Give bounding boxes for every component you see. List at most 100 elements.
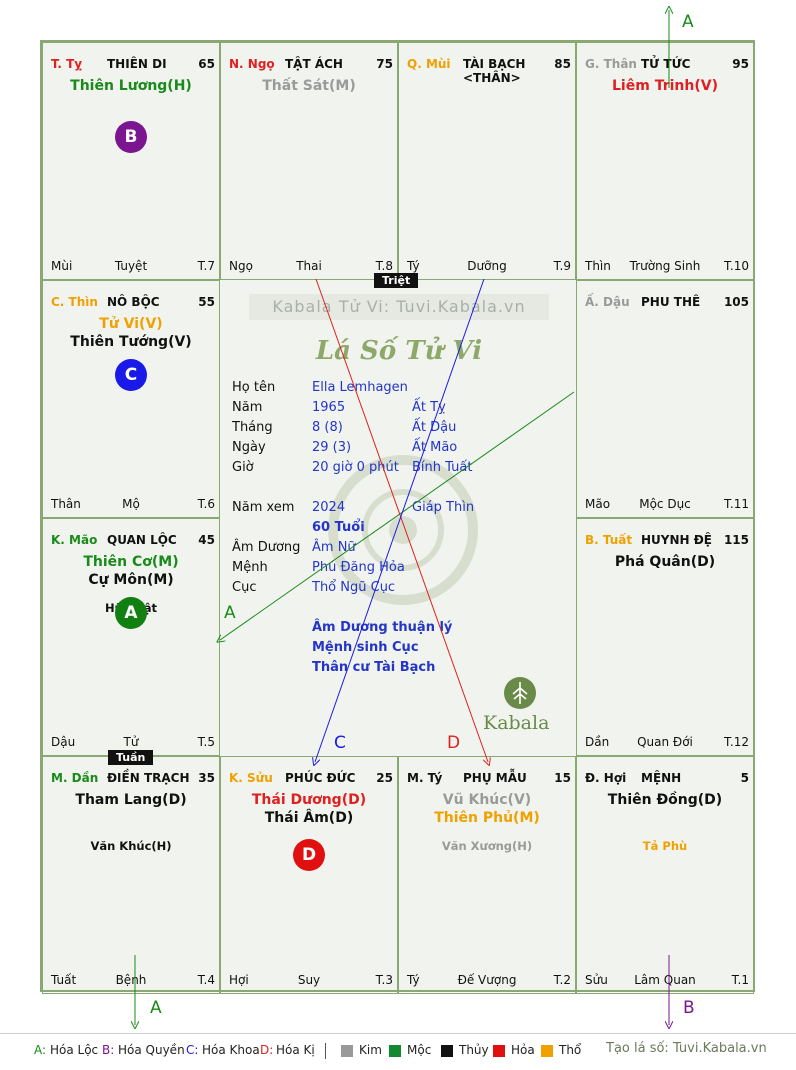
- palace-title: PHỤ MẪU: [463, 771, 527, 785]
- info-label: Năm: [232, 400, 263, 415]
- info-row: 60 Tuổi: [221, 520, 577, 538]
- palace-stage: Mộ: [122, 497, 140, 511]
- palace-ngo: N. Ngọ TẬT ÁCH 75 Thất Sát(M) Ngọ Thai T.8: [220, 42, 398, 280]
- info-row: Giờ 20 giờ 0 phút Bính Tuất: [221, 460, 577, 478]
- palace-stage: Tử: [123, 735, 139, 749]
- palace-branch: Tý: [407, 973, 420, 987]
- main-stars: Thiên Lương(H): [43, 77, 219, 95]
- palace-age: T.11: [724, 497, 749, 511]
- arrow-label-a-top: A: [682, 12, 694, 32]
- palace-age: T.10: [724, 259, 749, 273]
- info-row: Mệnh Phú Đăng Hỏa: [221, 560, 577, 578]
- info-value-can-chi: Giáp Thìn: [412, 500, 475, 515]
- legend-swatch: [493, 1045, 505, 1057]
- main-star: Thái Dương(D): [251, 792, 367, 808]
- palace-stem: Ấ. Dậu: [585, 295, 630, 309]
- legend-hoa-key: D:: [260, 1043, 274, 1057]
- main-stars: Thiên Đồng(D): [577, 791, 753, 809]
- palace-number: 105: [723, 295, 749, 309]
- chart-note: Thân cư Tài Bạch: [312, 660, 436, 675]
- palace-branch: Mùi: [51, 259, 73, 273]
- triet-tag: Triệt: [374, 273, 419, 288]
- arrow-label-c: C: [334, 733, 346, 753]
- legend-element: Thủy: [459, 1043, 489, 1057]
- palace-stage: Lâm Quan: [634, 973, 696, 987]
- palace-than: G. Thân TỬ TỨC 95 Liêm Trinh(V) Thìn Trường S…: [576, 42, 754, 280]
- palace-stem: M. Dần: [51, 771, 99, 785]
- info-value: 29 (3): [312, 440, 352, 455]
- palace-number: 115: [723, 533, 749, 547]
- palace-branch: Mão: [585, 497, 611, 511]
- legend-hoa-text: Hóa Kị: [276, 1043, 315, 1057]
- palace-age: T.6: [197, 497, 215, 511]
- info-label: Năm xem: [232, 500, 295, 515]
- legend-swatch: [341, 1045, 353, 1057]
- legend-hoa-text: Hóa Khoa: [202, 1043, 260, 1057]
- palace-title: NÔ BỘC: [107, 295, 160, 309]
- info-label: Họ tên: [232, 380, 276, 395]
- palace-branch: Ngọ: [229, 259, 253, 273]
- info-value-can-chi: Bính Tuất: [412, 460, 473, 475]
- info-row: Tháng 8 (8) Ất Dậu: [221, 420, 577, 438]
- legend-swatch: [389, 1045, 401, 1057]
- legend-hoa-text: Hóa Lộc: [50, 1043, 99, 1057]
- palace-stem: Q. Mùi: [407, 57, 451, 71]
- palace-dau: Ấ. Dậu PHU THÊ 105 Mão Mộc Dục T.11: [576, 280, 754, 518]
- palace-stage: Thai: [296, 259, 322, 273]
- main-stars: Liêm Trinh(V): [577, 77, 753, 95]
- kabala-tree-icon: [504, 677, 536, 709]
- palace-branch: Hợi: [229, 973, 249, 987]
- main-star: Thiên Cơ(M): [83, 554, 179, 570]
- main-star: Cự Môn(M): [88, 572, 174, 588]
- palace-age: T.3: [375, 973, 393, 987]
- palace-title: ĐIỀN TRẠCH: [107, 771, 190, 785]
- chart-note: Mệnh sinh Cục: [312, 640, 419, 655]
- palace-age: T.4: [197, 973, 215, 987]
- arrow-label-d: D: [447, 733, 461, 753]
- info-label: Mệnh: [232, 560, 268, 575]
- info-label: Ngày: [232, 440, 266, 455]
- minor-star: Tả Phù: [642, 839, 688, 853]
- info-value: 20 giờ 0 phút: [312, 460, 399, 475]
- legend-separator: [325, 1043, 326, 1059]
- info-label: Âm Dương: [232, 540, 301, 555]
- palace-branch: Dậu: [51, 735, 76, 749]
- info-label: Tháng: [232, 420, 273, 435]
- legend-swatch: [441, 1045, 453, 1057]
- main-star: Tham Lang(D): [75, 792, 187, 808]
- legend-element: Hỏa: [511, 1043, 535, 1057]
- legend-hoa-key: A:: [34, 1043, 47, 1057]
- palace-stage: Đế Vượng: [457, 973, 517, 987]
- main-star: Thiên Tướng(V): [70, 334, 192, 350]
- info-label: Giờ: [232, 460, 254, 475]
- legend: A: Hóa Lộc B: Hóa Quyền C: Hóa Khoa D: Hóa Kị Ki…: [0, 1040, 796, 1062]
- main-stars: Vũ Khúc(V) Thiên Phủ(M): [399, 791, 575, 827]
- info-row: Cục Thổ Ngũ Cục: [221, 580, 577, 598]
- palace-stem: B. Tuất: [585, 533, 633, 547]
- main-star: Thái Âm(D): [264, 810, 354, 826]
- watermark: Kabala Tử Vi: Tuvi.Kabala.vn: [249, 294, 549, 320]
- palace-stage: Mộc Dục: [639, 497, 691, 511]
- brand-label: Kabala: [483, 712, 550, 734]
- palace-branch: Thân: [51, 497, 81, 511]
- legend-hoa-key: C:: [186, 1043, 199, 1057]
- main-star: Liêm Trinh(V): [612, 78, 718, 94]
- info-row: Năm xem 2024 Giáp Thìn: [221, 500, 577, 518]
- info-value: Ella Lemhagen: [312, 380, 408, 395]
- palace-branch: Dần: [585, 735, 610, 749]
- main-stars: Thiên Cơ(M) Cự Môn(M): [43, 553, 219, 589]
- info-row: Âm Dương Âm Nữ: [221, 540, 577, 558]
- info-value-can-chi: Ất Dậu: [412, 420, 457, 435]
- palace-branch: Thìn: [585, 259, 611, 273]
- palace-stage: Bệnh: [115, 973, 147, 987]
- main-star: Phá Quân(D): [614, 554, 716, 570]
- main-star: Thiên Đồng(D): [607, 792, 723, 808]
- palace-number: 95: [732, 57, 749, 71]
- hoa-marker-b: B: [115, 121, 147, 153]
- palace-number: 15: [554, 771, 571, 785]
- info-label: Cục: [232, 580, 257, 595]
- info-row: Họ tên Ella Lemhagen: [221, 380, 577, 398]
- palace-age: T.9: [553, 259, 571, 273]
- palace-title: PHU THÊ: [641, 295, 701, 309]
